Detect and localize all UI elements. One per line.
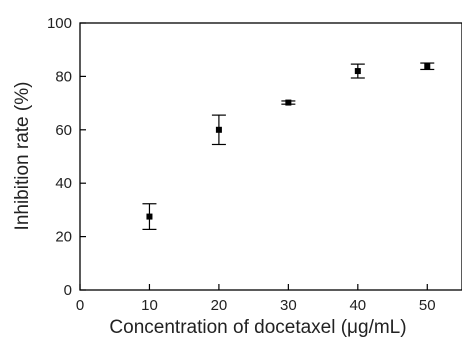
- data-point-4: [350, 63, 365, 79]
- x-tick-label: 0: [76, 297, 84, 314]
- square-marker: [146, 213, 153, 220]
- y-tick-label: 80: [55, 68, 72, 85]
- y-tick-label: 20: [55, 229, 72, 246]
- data-points: [142, 62, 435, 230]
- y-axis-ticks: 0 20 40 60 80 100: [47, 15, 86, 299]
- y-tick-label: 40: [55, 175, 72, 192]
- square-marker: [354, 68, 361, 75]
- x-tick-label: 50: [419, 297, 436, 314]
- square-marker: [215, 126, 222, 133]
- x-tick-label: 20: [211, 297, 228, 314]
- data-point-3: [281, 99, 296, 106]
- data-point-1: [142, 203, 157, 230]
- y-tick-label: 60: [55, 122, 72, 139]
- square-marker: [285, 99, 292, 106]
- x-tick-label: 30: [280, 297, 297, 314]
- data-point-2: [211, 114, 226, 146]
- y-tick-label: 100: [47, 15, 72, 32]
- plot-frame: [79, 22, 462, 291]
- x-axis-ticks: 0 10 20 30 40 50: [76, 284, 436, 314]
- x-axis-label: Concentration of docetaxel (μg/mL): [109, 317, 406, 338]
- y-axis-label: Inhibition rate (%): [12, 82, 33, 231]
- x-tick-label: 40: [349, 297, 366, 314]
- square-marker: [424, 63, 431, 70]
- data-point-5: [420, 62, 435, 71]
- x-tick-label: 10: [141, 297, 158, 314]
- y-tick-label: 0: [64, 282, 72, 299]
